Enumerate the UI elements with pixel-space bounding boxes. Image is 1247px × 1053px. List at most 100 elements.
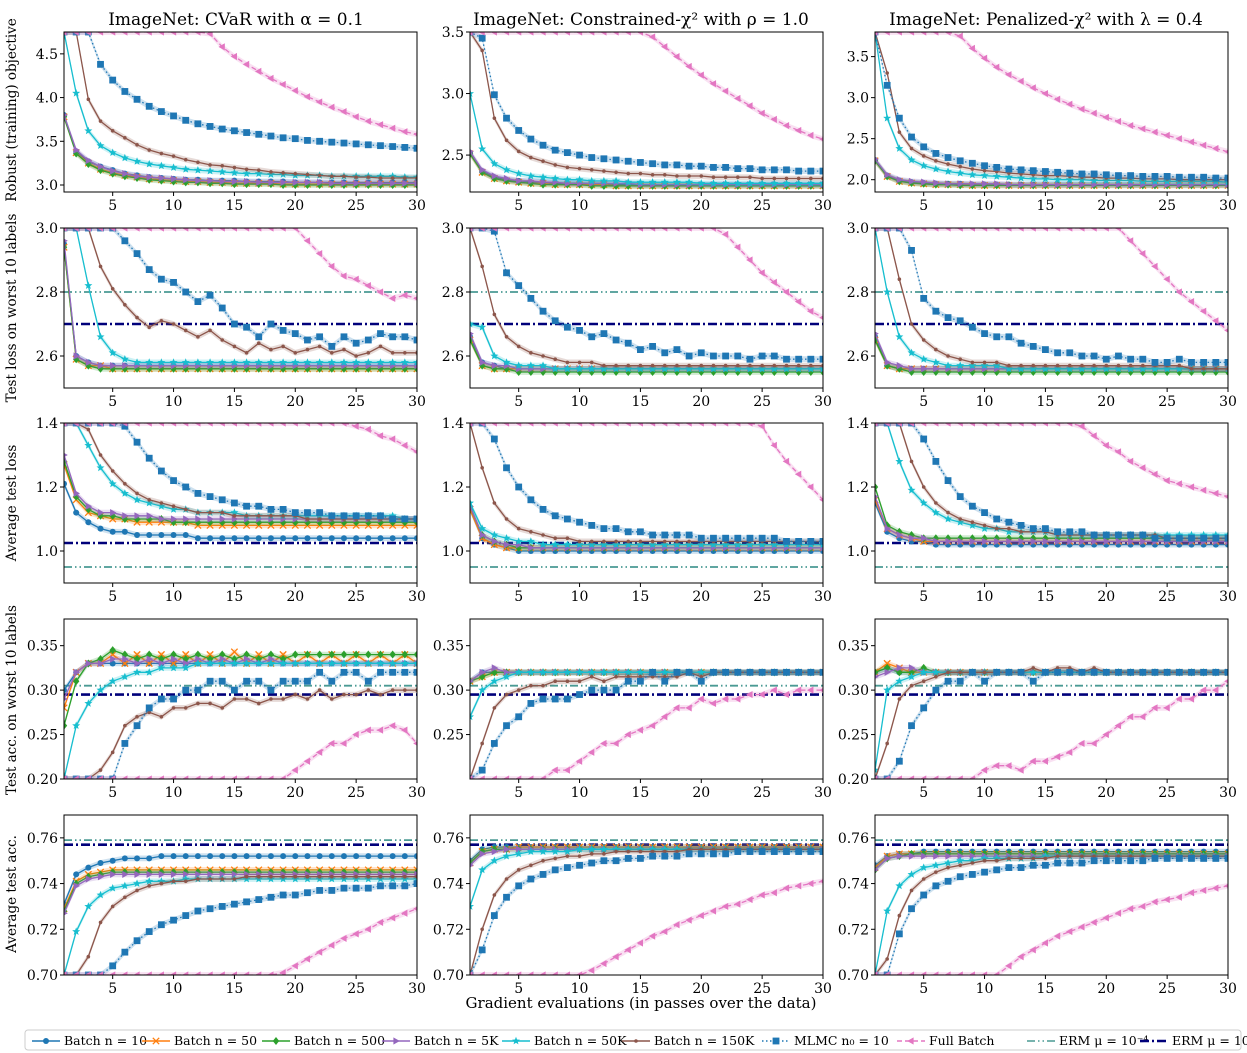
data-point — [145, 928, 153, 935]
data-point — [685, 916, 692, 924]
data-point — [895, 775, 902, 779]
data-point — [908, 133, 915, 141]
data-point — [819, 848, 823, 855]
confidence-band — [875, 32, 1228, 155]
data-point — [883, 663, 891, 672]
data-point — [794, 470, 802, 478]
data-point — [909, 459, 914, 464]
data-point — [157, 467, 165, 475]
data-point — [123, 723, 127, 728]
data-point — [219, 870, 227, 879]
data-point — [673, 668, 681, 676]
data-point — [1188, 359, 1195, 366]
y-tick-label: 0.25 — [838, 728, 869, 744]
data-point — [709, 228, 717, 232]
x-tick-label: 30 — [408, 394, 426, 410]
data-point — [388, 874, 397, 883]
data-point — [526, 668, 535, 676]
data-point — [1151, 534, 1159, 542]
data-point — [1007, 856, 1011, 861]
data-point — [875, 971, 878, 975]
data-point — [1030, 181, 1038, 189]
data-point — [72, 775, 79, 779]
data-point — [169, 358, 178, 366]
data-point — [256, 168, 261, 172]
data-point — [121, 423, 129, 430]
data-point — [195, 655, 202, 663]
data-point — [921, 365, 928, 373]
data-point — [170, 870, 178, 879]
data-point — [218, 677, 226, 685]
data-point — [1224, 177, 1228, 186]
data-point — [1017, 339, 1025, 347]
data-point — [956, 873, 964, 881]
data-point — [723, 363, 728, 368]
data-point — [885, 741, 889, 746]
data-point — [196, 160, 200, 165]
data-point — [944, 775, 951, 779]
data-point — [1139, 857, 1147, 865]
legend-label: Batch n = 10 — [64, 1033, 147, 1048]
data-point — [1078, 228, 1085, 232]
data-point — [364, 117, 371, 125]
data-point — [390, 176, 395, 180]
data-point — [339, 358, 348, 366]
data-point — [875, 668, 879, 676]
data-point — [109, 528, 116, 535]
data-point — [1054, 181, 1062, 189]
data-point — [206, 358, 215, 366]
series-line — [875, 32, 1228, 153]
data-point — [908, 722, 915, 730]
data-point — [206, 228, 213, 232]
data-point — [981, 537, 989, 545]
data-point — [529, 155, 533, 160]
data-point — [169, 228, 177, 232]
data-point — [401, 668, 409, 676]
data-point — [170, 532, 177, 538]
data-point — [875, 668, 879, 677]
data-point — [157, 663, 166, 672]
data-point — [589, 168, 594, 172]
plot-area — [64, 839, 417, 975]
data-point — [1175, 534, 1183, 542]
data-point — [1199, 530, 1208, 539]
data-point — [243, 853, 250, 860]
data-point — [146, 855, 153, 862]
panel-r1-c2: 5 10 15 20 25 302.53.03.5 — [442, 25, 832, 214]
data-point — [377, 512, 384, 520]
data-point — [587, 845, 596, 853]
data-point — [980, 524, 989, 532]
data-point — [317, 344, 322, 349]
data-point — [516, 688, 521, 692]
x-tick-label: 10 — [165, 981, 183, 997]
y-tick-label: 0.25 — [27, 728, 58, 744]
data-point — [340, 333, 348, 341]
data-point — [1138, 464, 1146, 472]
data-point — [1140, 363, 1145, 368]
data-point — [134, 659, 141, 668]
data-point — [685, 704, 692, 712]
data-point — [796, 363, 801, 368]
data-point — [109, 76, 117, 84]
y-tick-label: 0.30 — [433, 683, 464, 699]
x-tick-label: 30 — [408, 785, 426, 801]
data-point — [515, 483, 523, 491]
data-point — [390, 688, 395, 692]
data-point — [147, 148, 152, 152]
data-point — [933, 179, 940, 187]
data-point — [551, 668, 560, 676]
data-point — [206, 364, 214, 373]
data-point — [255, 502, 263, 510]
data-point — [908, 534, 916, 542]
data-point — [470, 228, 473, 232]
x-tick-label: 20 — [692, 981, 710, 997]
data-point — [72, 971, 79, 975]
data-point — [733, 423, 741, 427]
data-point — [328, 512, 336, 520]
data-point — [1224, 679, 1228, 684]
data-point — [352, 659, 361, 667]
data-point — [339, 659, 348, 667]
x-tick-label: 25 — [753, 394, 771, 410]
data-point — [1150, 177, 1159, 185]
plot-area — [470, 228, 823, 376]
